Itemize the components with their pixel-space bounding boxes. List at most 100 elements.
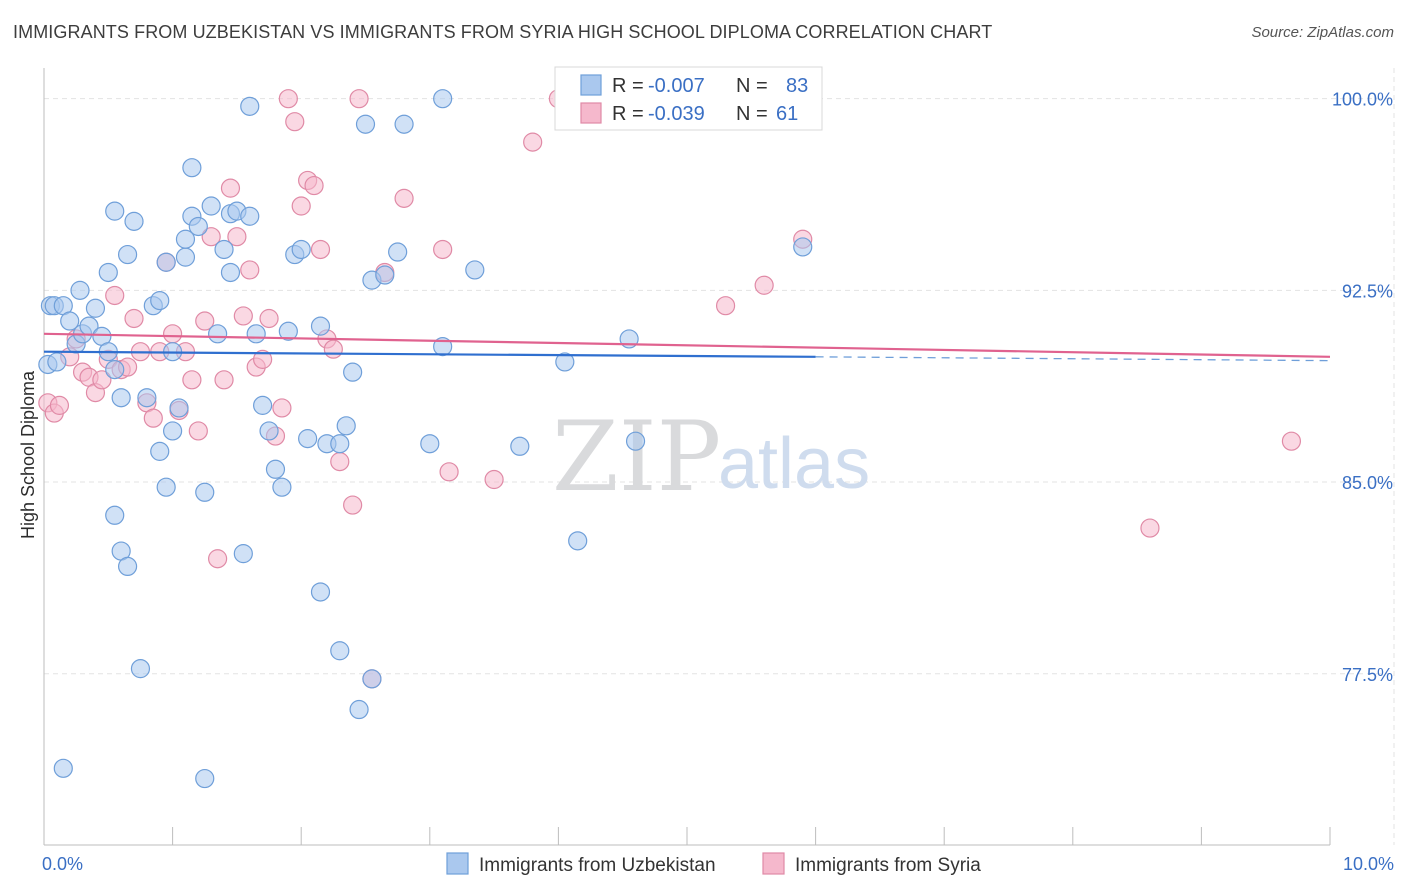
- y-tick-label: 100.0%: [1332, 90, 1393, 110]
- x-tick-label-min: 0.0%: [42, 854, 83, 874]
- syria-point: [523, 132, 543, 152]
- syria-point: [349, 89, 369, 109]
- y-tick-labels: 77.5% 85.0% 92.5% 100.0%: [1332, 90, 1393, 685]
- syria-point: [227, 227, 247, 247]
- stats-n-label-uzbekistan: N =: [736, 75, 768, 97]
- uzbekistan-point: [85, 298, 106, 318]
- uzbekistan-point: [220, 262, 241, 283]
- stats-r-value-syria: -0.039: [648, 103, 705, 125]
- uzbekistan-point: [175, 247, 196, 267]
- uzbekistan-trendline: [43, 350, 816, 358]
- uzbekistan-point: [394, 114, 414, 134]
- uzbekistan-point: [214, 239, 234, 260]
- uzbekistan-point: [201, 196, 221, 216]
- uzbekistan-point: [60, 311, 80, 331]
- uzbekistan-point: [343, 362, 363, 382]
- uzbekistan-point: [137, 388, 157, 408]
- uzbekistan-point: [310, 582, 331, 602]
- syria-point: [439, 462, 459, 482]
- stats-swatch-uzbekistan: [580, 74, 602, 96]
- syria-point: [233, 306, 253, 326]
- chart-source: Source: ZipAtlas.com: [1251, 24, 1394, 41]
- watermark-zip: ZIP: [552, 401, 721, 513]
- uzbekistan-point: [182, 158, 202, 178]
- stats-r-label-uzbekistan: R =: [612, 75, 644, 97]
- stats-r-value-uzbekistan: -0.007: [648, 75, 705, 97]
- x-tick-label-max: 10.0%: [1343, 854, 1394, 874]
- uzbekistan-point: [195, 482, 215, 502]
- syria-point: [220, 178, 241, 198]
- syria-point: [291, 196, 311, 216]
- uzbekistan-point: [105, 505, 125, 525]
- chart-title: IMMIGRANTS FROM UZBEKISTAN VS IMMIGRANTS…: [13, 22, 993, 42]
- uzbekistan-point: [130, 659, 151, 679]
- uzbekistan-point: [246, 324, 266, 344]
- uzbekistan-point: [510, 436, 530, 456]
- syria-point: [1281, 431, 1302, 451]
- uzbekistan-point: [150, 441, 170, 461]
- uzbekistan-point: [568, 531, 588, 551]
- uzbekistan-point: [124, 211, 144, 231]
- uzbekistan-point: [111, 388, 131, 408]
- y-tick-label: 92.5%: [1342, 281, 1393, 301]
- syria-point: [253, 349, 273, 369]
- syria-point: [484, 469, 504, 490]
- grid: [44, 68, 1395, 845]
- uzbekistan-point: [465, 260, 485, 280]
- uzbekistan-point: [310, 316, 331, 336]
- uzbekistan-point: [53, 758, 73, 778]
- uzbekistan-trendline-extension: [815, 356, 1331, 362]
- legend: Immigrants from Uzbekistan Immigrants fr…: [446, 852, 981, 876]
- uzbekistan-point: [188, 216, 208, 237]
- legend-swatch-syria: [762, 852, 785, 875]
- uzbekistan-point: [278, 321, 298, 341]
- uzbekistan-point: [240, 206, 260, 226]
- syria-point: [304, 175, 324, 196]
- syria-point: [182, 370, 202, 390]
- stats-n-value-uzbekistan: 83: [786, 75, 808, 97]
- uzbekistan-point: [175, 229, 196, 249]
- syria-point: [278, 89, 298, 109]
- uzbekistan-point: [420, 434, 440, 454]
- syria-point: [1140, 518, 1160, 538]
- syria-point: [240, 260, 260, 280]
- uzbekistan-point: [156, 252, 176, 272]
- uzbekistan-point: [336, 416, 356, 436]
- y-axis-label: High School Diploma: [18, 370, 38, 539]
- stats-n-label-syria: N =: [736, 103, 768, 125]
- uzbekistan-point: [169, 398, 189, 418]
- uzbekistan-point: [208, 324, 228, 344]
- syria-point: [92, 370, 112, 390]
- watermark-atlas: atlas: [718, 424, 870, 504]
- uzbekistan-point: [272, 477, 292, 497]
- uzbekistan-point: [156, 477, 176, 497]
- series-uzbekistan-points: [38, 89, 813, 789]
- uzbekistan-point: [105, 201, 125, 221]
- series-syria-points: [38, 89, 1302, 689]
- syria-point: [323, 339, 343, 359]
- syria-point: [105, 285, 125, 306]
- syria-point: [394, 188, 414, 208]
- trendlines: [43, 332, 1331, 362]
- uzbekistan-point: [349, 699, 369, 720]
- syria-point: [214, 370, 234, 390]
- syria-point: [715, 296, 736, 316]
- syria-point: [143, 408, 163, 428]
- syria-point: [163, 324, 183, 344]
- syria-point: [310, 239, 331, 260]
- syria-point: [330, 452, 350, 472]
- uzbekistan-point: [555, 352, 575, 372]
- uzbekistan-point: [150, 290, 170, 311]
- uzbekistan-point: [433, 89, 453, 109]
- stats-n-value-syria: 61: [776, 103, 798, 125]
- stats-box: R = -0.007 N = 83 R = -0.039 N = 61: [554, 66, 823, 131]
- uzbekistan-point: [105, 359, 125, 380]
- uzbekistan-point: [298, 429, 318, 449]
- uzbekistan-point: [70, 280, 90, 300]
- syria-point: [201, 227, 221, 247]
- syria-point: [259, 308, 279, 329]
- uzbekistan-point: [375, 265, 395, 285]
- uzbekistan-point: [233, 544, 253, 564]
- uzbekistan-point: [265, 459, 286, 479]
